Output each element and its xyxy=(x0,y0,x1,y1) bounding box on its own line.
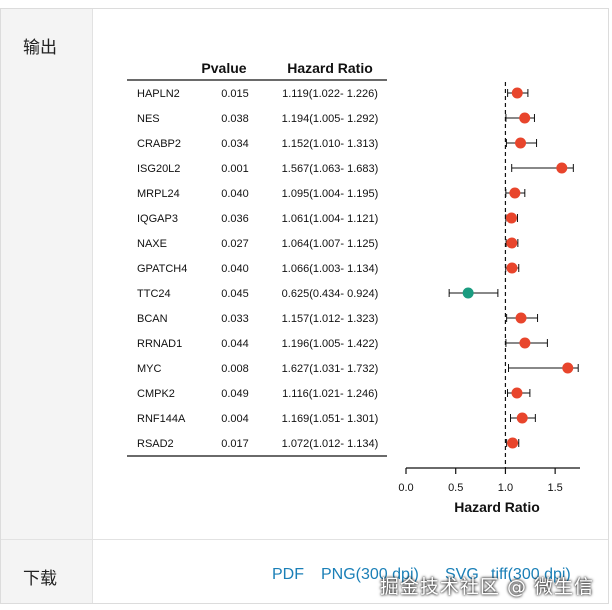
hr-point xyxy=(519,337,531,349)
hr-point xyxy=(511,87,523,99)
hr-cell: 1.061(1.004- 1.121) xyxy=(282,213,379,225)
pvalue-cell: 0.038 xyxy=(221,113,249,125)
section-divider xyxy=(1,539,608,540)
hr-point xyxy=(506,262,518,274)
pvalue-cell: 0.034 xyxy=(221,138,249,150)
gene-label: RRNAD1 xyxy=(137,338,182,350)
pvalue-cell: 0.049 xyxy=(221,388,249,400)
pvalue-cell: 0.045 xyxy=(221,288,249,300)
pvalue-cell: 0.044 xyxy=(221,338,249,350)
gene-label: RNF144A xyxy=(137,413,186,425)
hr-cell: 1.157(1.012- 1.323) xyxy=(282,313,379,325)
hr-point xyxy=(556,162,568,174)
pvalue-cell: 0.040 xyxy=(221,188,249,200)
download-pdf-link[interactable]: PDF xyxy=(272,566,304,583)
gene-label: BCAN xyxy=(137,313,168,325)
hr-point xyxy=(511,387,523,399)
pvalue-cell: 0.033 xyxy=(221,313,249,325)
hr-point xyxy=(505,212,517,224)
hr-cell: 1.066(1.003- 1.134) xyxy=(282,263,379,275)
sidebar xyxy=(1,9,93,603)
hr-point xyxy=(462,287,474,299)
hr-point xyxy=(562,362,574,374)
hr-cell: 1.072(1.012- 1.134) xyxy=(282,438,379,450)
hr-cell: 1.152(1.010- 1.313) xyxy=(282,138,379,150)
gene-label: CRABP2 xyxy=(137,138,181,150)
pvalue-cell: 0.008 xyxy=(221,363,249,375)
download-svg-link[interactable]: SVG xyxy=(445,566,479,583)
gene-label: HAPLN2 xyxy=(137,88,180,100)
gene-label: NAXE xyxy=(137,238,167,250)
hr-point xyxy=(516,412,528,424)
gene-label: GPATCH4 xyxy=(137,263,187,275)
download-label: 下载 xyxy=(23,569,57,589)
pvalue-cell: 0.027 xyxy=(221,238,249,250)
hr-cell: 1.169(1.051- 1.301) xyxy=(282,413,379,425)
hr-cell: 0.625(0.434- 0.924) xyxy=(282,288,379,300)
hr-point xyxy=(507,437,519,449)
x-axis-label: Hazard Ratio xyxy=(454,499,540,515)
pvalue-cell: 0.015 xyxy=(221,88,249,100)
hr-cell: 1.196(1.005- 1.422) xyxy=(282,338,379,350)
x-tick-label: 0.5 xyxy=(448,482,463,494)
watermark: 掘金技术社区 @ 微生信 xyxy=(379,576,594,598)
hr-cell: 1.064(1.007- 1.125) xyxy=(282,238,379,250)
pvalue-cell: 0.040 xyxy=(221,263,249,275)
pvalue-header: Pvalue xyxy=(201,60,246,76)
download-tiff-link[interactable]: tiff(300 dpi) xyxy=(491,566,571,583)
output-label: 输出 xyxy=(23,38,57,58)
pvalue-cell: 0.004 xyxy=(221,413,249,425)
pvalue-cell: 0.036 xyxy=(221,213,249,225)
hr-point xyxy=(515,137,527,149)
hr-cell: 1.119(1.022- 1.226) xyxy=(282,88,378,100)
gene-label: CMPK2 xyxy=(137,388,175,400)
download-png-link[interactable]: PNG(300 dpi) xyxy=(321,566,419,583)
pvalue-cell: 0.001 xyxy=(221,163,249,175)
x-tick-label: 0.0 xyxy=(398,482,413,494)
hr-point xyxy=(509,187,521,199)
hr-cell: 1.116(1.021- 1.246) xyxy=(282,388,378,400)
gene-label: ISG20L2 xyxy=(137,163,180,175)
gene-label: NES xyxy=(137,113,160,125)
gene-label: MYC xyxy=(137,363,162,375)
hr-cell: 1.567(1.063- 1.683) xyxy=(282,163,379,175)
pvalue-cell: 0.017 xyxy=(221,438,249,450)
gene-label: MRPL24 xyxy=(137,188,180,200)
gene-label: RSAD2 xyxy=(137,438,174,450)
hr-header: Hazard Ratio xyxy=(287,60,373,76)
hr-cell: 1.627(1.031- 1.732) xyxy=(282,363,379,375)
hr-point xyxy=(506,237,518,249)
hr-cell: 1.095(1.004- 1.195) xyxy=(282,188,379,200)
hr-point xyxy=(515,312,527,324)
hr-point xyxy=(519,112,531,124)
gene-label: TTC24 xyxy=(137,288,171,300)
hr-cell: 1.194(1.005- 1.292) xyxy=(282,113,379,125)
x-tick-label: 1.5 xyxy=(547,482,562,494)
x-tick-label: 1.0 xyxy=(498,482,513,494)
gene-label: IQGAP3 xyxy=(137,213,178,225)
output-panel: 输出 下载 PDF PNG(300 dpi) SVG tiff(300 dpi)… xyxy=(0,8,609,604)
